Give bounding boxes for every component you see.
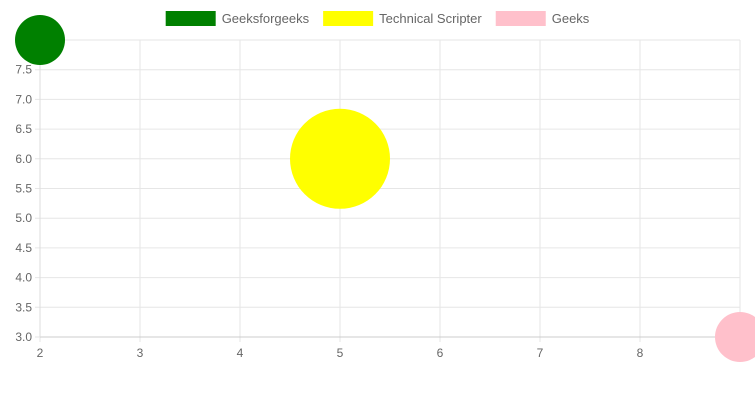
y-tick-label: 6.5: [15, 122, 32, 136]
y-tick-label: 6.0: [15, 152, 32, 166]
legend-label: Geeks: [552, 11, 590, 26]
bubbles: [15, 15, 755, 362]
y-tick-label: 3.0: [15, 330, 32, 344]
bubble-geeks[interactable]: [715, 312, 755, 362]
x-tick-label: 3: [137, 346, 144, 360]
y-tick-label: 5.0: [15, 211, 32, 225]
y-tick-label: 5.5: [15, 182, 32, 196]
legend-swatch: [323, 11, 374, 26]
y-tick-label: 7.5: [15, 63, 32, 77]
x-tick-label: 8: [637, 346, 644, 360]
y-tick-label: 7.0: [15, 92, 32, 106]
legend-item-geeks[interactable]: Geeks: [495, 11, 590, 26]
legend-label: Technical Scripter: [379, 11, 482, 26]
x-tick-label: 5: [337, 346, 344, 360]
legend-item-technical-scripter[interactable]: Technical Scripter: [323, 11, 482, 26]
legend-swatch: [165, 11, 216, 26]
legend-swatch: [495, 11, 546, 26]
grid-lines: [35, 39, 741, 342]
legend: Geeksforgeeks Technical Scripter Geeks: [165, 11, 590, 26]
legend-label: Geeksforgeeks: [222, 11, 310, 26]
x-tick-label: 7: [537, 346, 544, 360]
bubble-technical-scripter[interactable]: [290, 108, 390, 209]
y-tick-label: 4.0: [15, 271, 32, 285]
x-tick-label: 6: [437, 346, 444, 360]
y-tick-label: 3.5: [15, 300, 32, 314]
y-tick-label: 4.5: [15, 241, 32, 255]
bubble-geeksforgeeks[interactable]: [15, 15, 65, 65]
legend-item-geeksforgeeks[interactable]: Geeksforgeeks: [165, 11, 310, 26]
x-tick-label: 2: [37, 346, 44, 360]
x-tick-label: 4: [237, 346, 244, 360]
